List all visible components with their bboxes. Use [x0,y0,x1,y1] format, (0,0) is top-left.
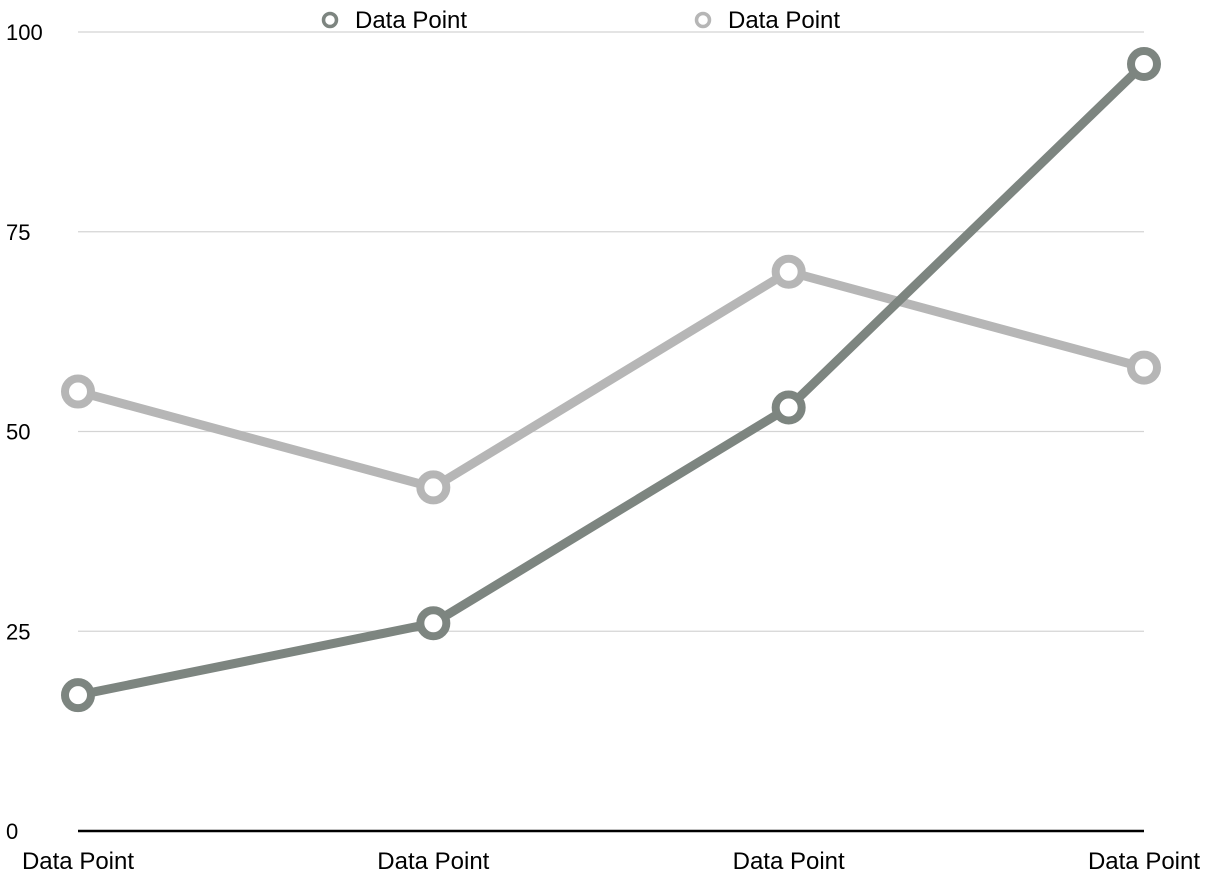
x-tick-label: Data Point [733,848,845,875]
y-tick-label: 100 [6,20,43,45]
legend-marker-icon [694,11,712,29]
legend-marker-icon [321,11,339,29]
series-lines [73,59,1149,700]
legend: Data Point Data Point [321,7,840,34]
data-point-marker [416,470,451,505]
data-point-marker [771,390,806,425]
x-tick-label: Data Point [1088,848,1200,875]
data-point-marker [416,606,451,641]
y-tick-label: 75 [6,220,30,245]
axes: 0 25 50 75 100 Data Point Data Point Data Point… [6,20,1200,875]
data-point-marker [61,374,95,409]
data-point-marker [61,678,95,713]
series-line-1 [73,59,1149,700]
x-tick-label: Data Point [22,848,134,875]
series-markers [61,46,1161,713]
data-point-marker [1127,46,1161,81]
y-tick-label: 0 [6,819,18,844]
data-point-marker [771,254,806,289]
gridlines [78,31,1144,632]
data-point-marker [1127,350,1161,385]
x-tick-label: Data Point [377,848,489,875]
y-tick-label: 25 [6,619,30,644]
legend-label: Data Point [355,7,467,34]
series-line-2 [73,267,1149,492]
legend-label: Data Point [728,7,840,34]
y-tick-label: 50 [6,420,30,445]
